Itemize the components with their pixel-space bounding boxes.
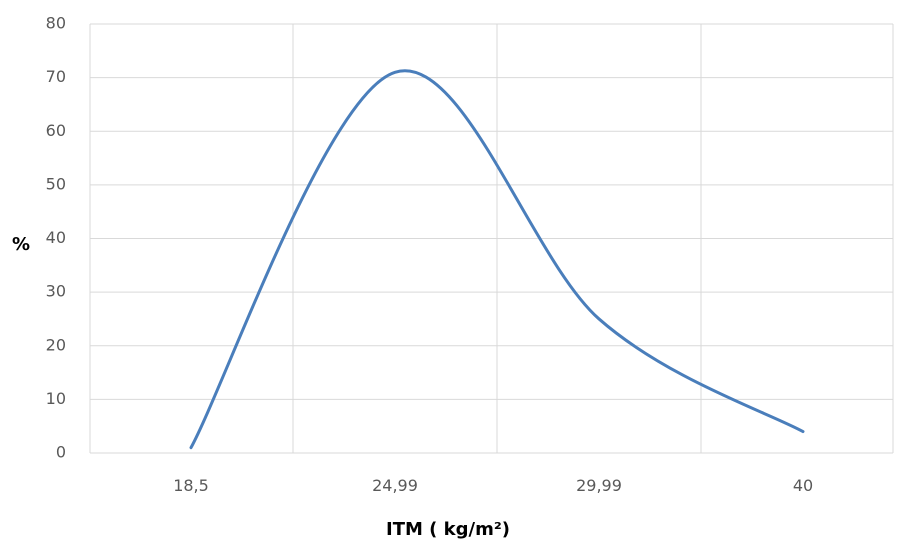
y-tick-label: 10 [46,389,66,408]
y-tick-label: 40 [46,228,66,247]
y-tick-label: 0 [56,443,66,462]
y-axis-ticks: 0 10 20 30 40 50 60 70 80 [46,14,66,462]
x-axis-title: ITM ( kg/m²) [386,519,510,540]
series-layer [189,69,805,450]
y-tick-label: 50 [46,174,66,193]
y-tick-label: 60 [46,121,66,140]
y-tick-label: 70 [46,67,66,86]
x-tick-label: 18,5 [173,476,209,495]
y-tick-label: 80 [46,14,66,33]
x-axis-ticks: 18,5 24,99 29,99 40 [173,476,813,495]
x-tick-label: 29,99 [576,476,622,495]
series-line [189,69,805,450]
y-axis-title: % [12,234,30,255]
x-tick-label: 40 [793,476,813,495]
y-tick-label: 30 [46,282,66,301]
x-tick-label: 24,99 [372,476,418,495]
y-tick-label: 20 [46,335,66,354]
gridlines [89,23,894,453]
